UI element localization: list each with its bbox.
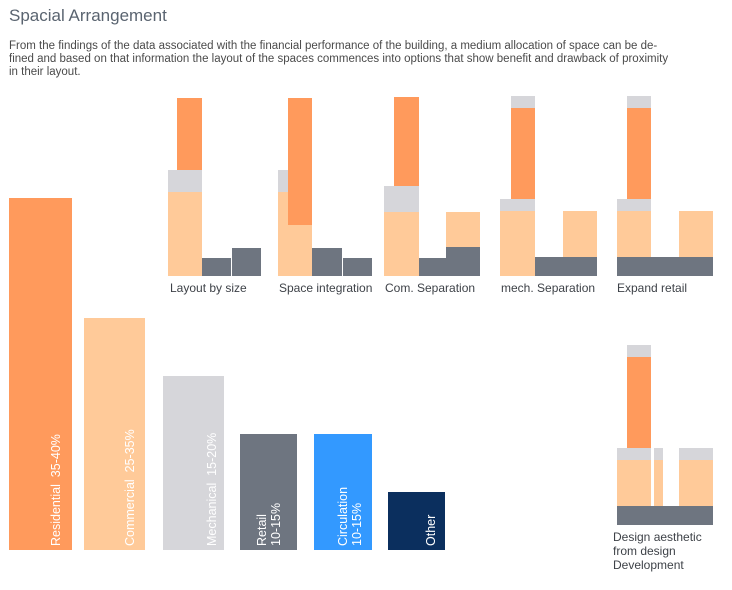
bar-commercial bbox=[84, 318, 145, 550]
commercial-block bbox=[168, 192, 202, 276]
bar-residential-label: Residential 35-40% bbox=[49, 434, 63, 546]
retail-block bbox=[617, 506, 713, 525]
page-title: Spacial Arrangement bbox=[9, 6, 167, 25]
mechanical-block bbox=[511, 96, 535, 108]
bar-other-label: Other bbox=[424, 514, 438, 546]
retail-block bbox=[617, 257, 713, 276]
retail-block bbox=[535, 257, 597, 276]
commercial-block bbox=[500, 211, 535, 276]
mechanical-block bbox=[617, 448, 651, 460]
caption-design-aesthetic: Design aesthetic from design Development bbox=[613, 530, 702, 572]
bar-mechanical-label: Mechanical 15-20% bbox=[205, 432, 219, 546]
residential-block bbox=[394, 97, 419, 186]
residential-block bbox=[288, 98, 312, 225]
mechanical-block bbox=[627, 345, 651, 357]
commercial-block bbox=[446, 212, 480, 247]
bar-circulation bbox=[314, 434, 372, 550]
intro-line: From the findings of the data associated… bbox=[9, 40, 658, 52]
commercial-block bbox=[617, 460, 651, 506]
mechanical-block bbox=[500, 199, 535, 211]
bar-residential bbox=[9, 198, 72, 550]
retail-block bbox=[232, 248, 261, 276]
caption-expand-retail: Expand retail bbox=[617, 281, 688, 295]
mechanical-block bbox=[384, 186, 419, 212]
retail-block bbox=[312, 248, 342, 276]
bar-other bbox=[388, 492, 445, 550]
commercial-block bbox=[679, 460, 713, 506]
intro-paragraph: From the findings of the data associated… bbox=[9, 40, 721, 79]
mechanical-block bbox=[679, 448, 713, 460]
retail-block bbox=[419, 258, 446, 276]
residential-block bbox=[627, 357, 651, 448]
commercial-block bbox=[654, 460, 663, 506]
caption-com-separation: Com. Separation bbox=[385, 281, 476, 295]
retail-block bbox=[343, 258, 372, 276]
retail-block bbox=[202, 258, 231, 276]
retail-block bbox=[446, 247, 480, 276]
caption-space-integration: Space integration bbox=[279, 281, 373, 295]
bar-mechanical bbox=[163, 376, 224, 550]
caption-mech-separation: mech. Separation bbox=[501, 281, 596, 295]
caption-layout-by-size: Layout by size bbox=[170, 281, 247, 295]
intro-line: fined and based on that information the … bbox=[9, 53, 669, 65]
bar-commercial-label: Commercial 25-35% bbox=[123, 429, 137, 546]
commercial-block bbox=[563, 211, 597, 257]
mechanical-block bbox=[627, 96, 651, 108]
mechanical-block bbox=[168, 170, 202, 192]
residential-block bbox=[627, 108, 651, 199]
bar-retail bbox=[240, 434, 297, 550]
residential-block bbox=[511, 108, 535, 199]
mechanical-block bbox=[617, 199, 651, 211]
mechanical-block bbox=[654, 448, 663, 460]
bar-retail-label: Retail 10-15% bbox=[255, 502, 283, 546]
commercial-block bbox=[679, 211, 713, 257]
bar-circulation-label: Circulation 10-15% bbox=[336, 486, 364, 546]
residential-block bbox=[177, 98, 202, 170]
intro-line: in their layout. bbox=[9, 66, 81, 78]
commercial-block bbox=[384, 212, 419, 276]
commercial-block bbox=[617, 211, 651, 257]
